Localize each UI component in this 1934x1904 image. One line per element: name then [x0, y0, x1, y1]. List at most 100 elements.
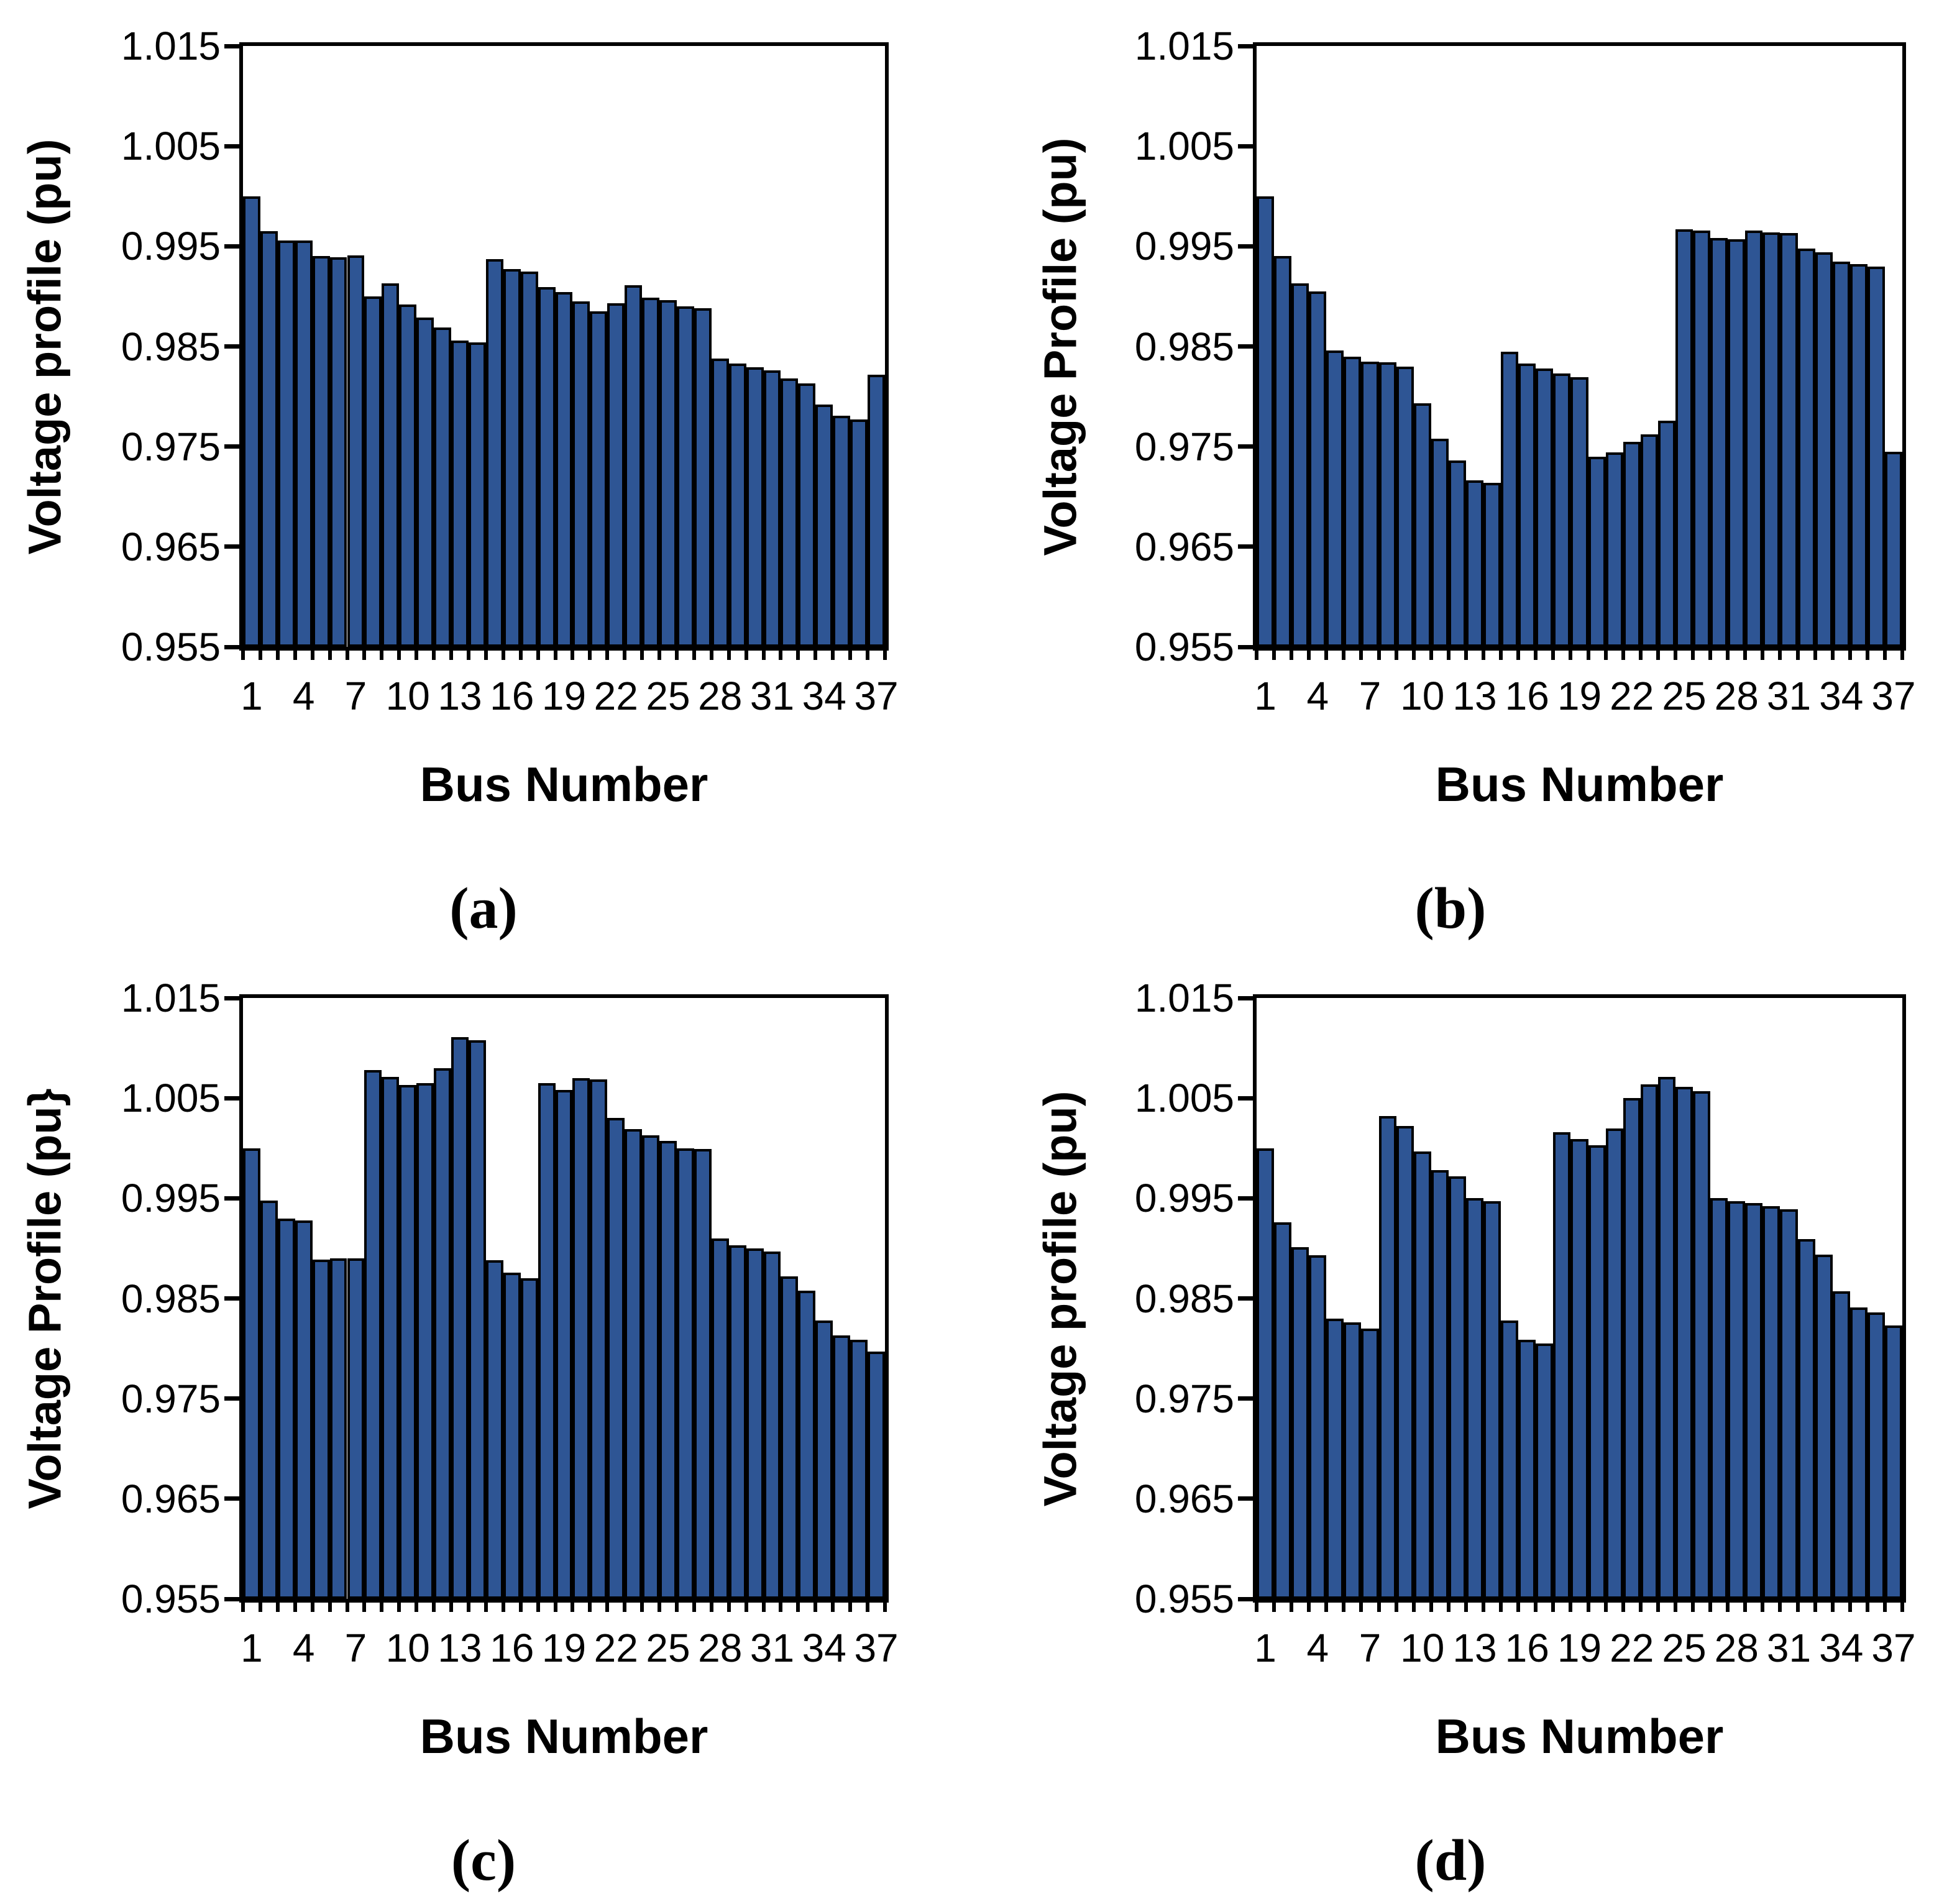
bar-bus-20	[572, 301, 590, 647]
x-tick-mark	[1342, 651, 1346, 660]
bar-bus-24	[1657, 1077, 1675, 1599]
x-tick-mark	[1778, 651, 1782, 660]
bar-bus-26	[1693, 1091, 1711, 1599]
x-tick-mark	[1534, 651, 1538, 660]
bar-bus-18	[538, 1083, 556, 1599]
x-tick-label: 4	[292, 1626, 315, 1670]
y-tick-mark	[224, 444, 239, 449]
x-tick-label: 1	[1254, 674, 1276, 718]
bar-bus-36	[1867, 1312, 1885, 1599]
x-tick-mark	[1621, 651, 1625, 660]
x-tick-label: 19	[1557, 1626, 1602, 1670]
x-tick-mark	[415, 651, 419, 660]
x-tick-label: 34	[802, 1626, 846, 1670]
x-tick-mark	[1656, 1603, 1660, 1612]
x-tick-label: 16	[490, 1626, 534, 1670]
bar-bus-24	[1657, 420, 1675, 647]
x-tick-mark	[1795, 651, 1800, 660]
y-tick-mark	[1238, 1196, 1253, 1201]
x-tick-mark	[1377, 1603, 1381, 1612]
x-tick-mark	[761, 1603, 766, 1612]
x-tick-mark	[397, 651, 401, 660]
x-tick-label: 37	[854, 1626, 899, 1670]
x-tick-mark	[1691, 1603, 1695, 1612]
x-tick-mark	[796, 1603, 800, 1612]
bar-bus-12	[1448, 460, 1466, 647]
x-tick-mark	[779, 1603, 783, 1612]
x-tick-mark	[674, 1603, 679, 1612]
x-tick-mark	[328, 1603, 332, 1612]
bar-bus-9	[1396, 366, 1414, 647]
x-tick-mark	[1673, 651, 1677, 660]
bar-bus-3	[1291, 1247, 1309, 1599]
bar-bus-31	[763, 370, 781, 647]
bar-bus-16	[1518, 1339, 1536, 1599]
bar-bus-5	[312, 1259, 330, 1599]
x-tick-label: 7	[344, 1626, 367, 1670]
bar-bus-11	[1431, 1170, 1449, 1599]
x-tick-label: 10	[1400, 1626, 1445, 1670]
bar-bus-31	[1780, 233, 1798, 647]
bar-bus-5	[312, 256, 330, 647]
x-tick-mark	[328, 651, 332, 660]
bar-bus-3	[277, 1218, 295, 1599]
bar-bus-3	[1291, 283, 1309, 647]
x-tick-label: 34	[802, 674, 846, 718]
x-tick-mark	[1813, 1603, 1817, 1612]
bar-bus-11	[416, 1083, 434, 1599]
y-tick-mark	[224, 1596, 239, 1601]
x-tick-mark	[518, 651, 523, 660]
bar-bus-28	[1728, 239, 1746, 647]
bar-bus-36	[850, 1339, 868, 1599]
plot-area-c	[224, 994, 889, 1612]
x-tick-label: 34	[1819, 674, 1864, 718]
bar-bus-16	[503, 1272, 521, 1599]
x-tick-mark	[1464, 651, 1468, 660]
x-tick-label: 16	[490, 674, 534, 718]
x-tick-mark	[501, 1603, 505, 1612]
x-tick-mark	[1708, 1603, 1713, 1612]
bar-bus-13	[1465, 1198, 1484, 1599]
bar-bus-13	[451, 1037, 469, 1599]
x-tick-mark	[571, 651, 575, 660]
x-tick-label: 16	[1505, 1626, 1549, 1670]
x-tick-mark	[1830, 1603, 1835, 1612]
x-tick-mark	[415, 1603, 419, 1612]
bar-bus-17	[520, 271, 538, 647]
y-tick-mark	[1238, 1296, 1253, 1301]
bar-bus-35	[833, 1335, 851, 1599]
x-tick-mark	[1795, 1603, 1800, 1612]
bar-bus-21	[1605, 452, 1623, 647]
y-tick-label: 1.015	[121, 976, 221, 1020]
y-tick-mark	[224, 244, 239, 249]
x-tick-mark	[813, 651, 818, 660]
x-tick-label: 13	[438, 674, 482, 718]
bar-bus-27	[1710, 238, 1728, 647]
x-tick-mark	[1882, 651, 1887, 660]
x-tick-mark	[1551, 1603, 1556, 1612]
x-tick-label: 37	[1871, 1626, 1916, 1670]
x-tick-mark	[310, 651, 314, 660]
bar-bus-29	[1745, 1203, 1763, 1599]
x-tick-mark	[1324, 1603, 1329, 1612]
x-tick-mark	[1726, 651, 1730, 660]
bar-bus-5	[1326, 350, 1344, 647]
x-tick-mark	[1324, 651, 1329, 660]
x-tick-mark	[1272, 1603, 1276, 1612]
x-tick-mark	[866, 1603, 870, 1612]
x-tick-mark	[1499, 1603, 1503, 1612]
bar-bus-27	[694, 308, 712, 647]
bar-bus-30	[1762, 232, 1780, 647]
bar-bus-22	[1623, 441, 1641, 647]
bar-bus-21	[590, 1079, 608, 1599]
x-tick-mark	[658, 1603, 662, 1612]
bar-bus-25	[1675, 229, 1693, 647]
x-tick-label: 22	[1610, 1626, 1654, 1670]
bar-bus-29	[728, 363, 746, 647]
x-tick-mark	[1342, 1603, 1346, 1612]
x-tick-label: 25	[1662, 1626, 1707, 1670]
panel-caption: (d)	[1414, 1828, 1487, 1893]
bar-bus-4	[1309, 1255, 1327, 1599]
bar-bus-10	[1413, 1151, 1431, 1599]
x-tick-mark	[744, 651, 748, 660]
